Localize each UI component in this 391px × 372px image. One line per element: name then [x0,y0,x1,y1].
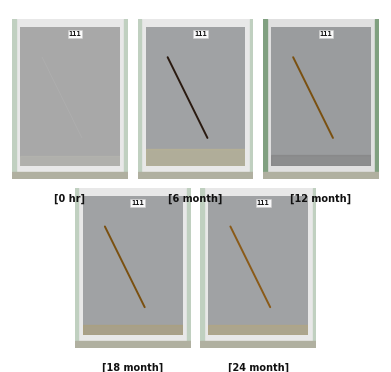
Bar [124,19,128,179]
Bar [138,172,253,179]
Text: [18 month]: [18 month] [102,363,163,372]
Text: 111: 111 [257,200,270,206]
Bar [138,19,141,179]
Bar [313,188,316,348]
Bar [12,172,128,179]
Text: 111: 111 [68,31,81,37]
Text: 111: 111 [131,200,144,206]
Bar [12,19,16,179]
Bar [250,19,253,179]
Bar [208,325,308,335]
Bar [375,19,379,179]
Text: 111: 111 [194,31,207,37]
Text: [0 hr]: [0 hr] [54,193,86,204]
Bar [83,325,183,335]
Text: 111: 111 [319,31,332,37]
Text: [24 month]: [24 month] [228,363,289,372]
Text: [12 month]: [12 month] [291,193,352,204]
Bar [201,188,204,348]
Bar [20,156,120,166]
Text: [6 month]: [6 month] [168,193,223,204]
Bar [75,188,78,348]
Bar [263,172,379,179]
Bar [146,149,245,166]
Bar [271,155,371,166]
Bar [75,341,191,348]
Bar [187,188,191,348]
Bar [201,341,316,348]
Bar [263,19,267,179]
